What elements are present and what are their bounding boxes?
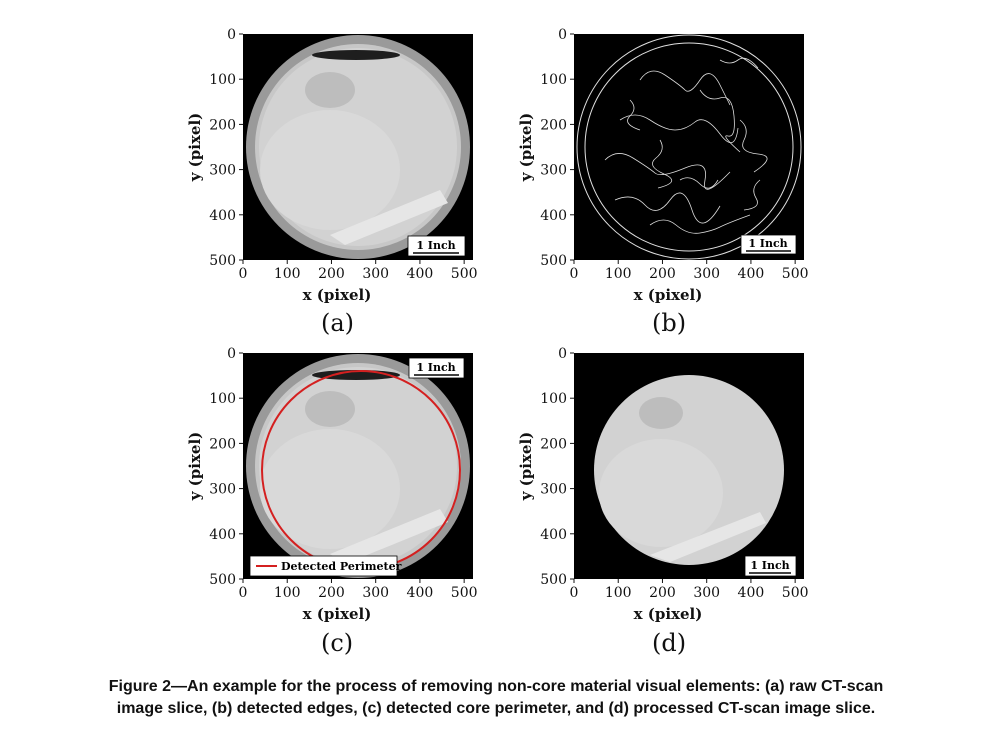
- x-tick-label: 0: [239, 585, 248, 601]
- panel-d-scale-bar: 1 Inch: [744, 555, 797, 577]
- panel-b: 0 100 200 300 400 500 0 100 200 300 400 500 x (pixel…: [0, 0, 992, 340]
- y-tick-label: 500: [540, 572, 567, 588]
- panel-label: (d): [652, 629, 687, 657]
- x-axis-label: x (pixel): [634, 605, 703, 623]
- x-axis-label: x (pixel): [303, 605, 372, 623]
- y-axis-label: y (pixel): [186, 432, 204, 502]
- x-axis-label: x (pixel): [634, 286, 703, 304]
- y-tick-label: 400: [209, 527, 236, 543]
- y-axis-label: y (pixel): [186, 113, 204, 183]
- x-tick-label: 100: [605, 266, 632, 282]
- y-tick-label: 300: [540, 163, 567, 179]
- panel-a-scale-bar: 1 Inch: [407, 235, 466, 257]
- panel-b-scale-bar: 1 Inch: [740, 234, 797, 255]
- panel-a: 0 100 200 300 400 500 0 100 200 300 400 500 x (pixel…: [0, 0, 500, 340]
- y-tick-label: 100: [209, 72, 236, 88]
- x-tick-label: 300: [693, 266, 720, 282]
- x-axis-label: x (pixel): [303, 286, 372, 304]
- y-tick-label: 500: [540, 253, 567, 269]
- y-tick-label: 300: [209, 163, 236, 179]
- y-tick-label: 0: [227, 346, 236, 362]
- x-tick-label: 100: [274, 585, 301, 601]
- x-tick-label: 400: [407, 266, 434, 282]
- x-tick-label: 100: [605, 585, 632, 601]
- figure-caption: Figure 2—An example for the process of r…: [0, 676, 992, 720]
- panel-label: (a): [321, 309, 355, 337]
- x-tick-label: 200: [318, 585, 345, 601]
- panel-b-image: [574, 34, 804, 260]
- panel-c-legend: Detected Perimeter: [249, 555, 402, 577]
- x-tick-label: 400: [738, 266, 765, 282]
- x-tick-label: 300: [362, 266, 389, 282]
- x-tick-label: 100: [274, 266, 301, 282]
- y-tick-label: 200: [209, 117, 236, 133]
- x-tick-label: 0: [570, 266, 579, 282]
- y-tick-label: 500: [209, 572, 236, 588]
- x-tick-label: 400: [407, 585, 434, 601]
- x-tick-label: 500: [451, 585, 478, 601]
- scale-bar-label: 1 Inch: [416, 239, 455, 252]
- y-tick-label: 100: [540, 391, 567, 407]
- x-tick-label: 0: [570, 585, 579, 601]
- scale-bar-label: 1 Inch: [750, 559, 789, 572]
- panel-c-scale-bar: 1 Inch: [408, 357, 465, 379]
- x-tick-label: 200: [649, 266, 676, 282]
- y-tick-label: 400: [540, 208, 567, 224]
- y-tick-label: 200: [540, 436, 567, 452]
- y-tick-label: 0: [558, 346, 567, 362]
- y-tick-label: 100: [540, 72, 567, 88]
- caption-line-2: image slice, (b) detected edges, (c) det…: [116, 700, 876, 717]
- scale-bar-label: 1 Inch: [416, 361, 455, 374]
- x-tick-label: 0: [239, 266, 248, 282]
- x-tick-label: 500: [782, 266, 809, 282]
- y-tick-label: 400: [540, 527, 567, 543]
- panel-label: (b): [652, 309, 687, 337]
- panel-label: (c): [321, 629, 354, 657]
- scale-bar-label: 1 Inch: [748, 237, 787, 250]
- x-tick-label: 200: [318, 266, 345, 282]
- panel-c: 0 100 200 300 400 500 0 100 200 300 400 500 x (pixel…: [0, 0, 500, 670]
- y-tick-label: 0: [227, 27, 236, 43]
- panel-a-image: [243, 34, 473, 260]
- x-tick-label: 200: [649, 585, 676, 601]
- y-axis-label: y (pixel): [517, 432, 535, 502]
- x-tick-label: 300: [693, 585, 720, 601]
- y-tick-label: 200: [209, 436, 236, 452]
- panel-d: 0 100 200 300 400 500 0 100 200 300 400 500 x (pixel…: [517, 346, 809, 657]
- y-tick-label: 400: [209, 208, 236, 224]
- legend-label: Detected Perimeter: [281, 560, 402, 573]
- y-tick-label: 200: [540, 117, 567, 133]
- y-tick-label: 500: [209, 253, 236, 269]
- caption-line-1: Figure 2—An example for the process of r…: [108, 678, 884, 695]
- y-tick-label: 0: [558, 27, 567, 43]
- x-tick-label: 500: [451, 266, 478, 282]
- x-tick-label: 300: [362, 585, 389, 601]
- x-tick-label: 400: [738, 585, 765, 601]
- panel-d-image: [574, 353, 804, 579]
- panel-c-image: [243, 353, 473, 579]
- x-tick-label: 500: [782, 585, 809, 601]
- y-axis-label: y (pixel): [517, 113, 535, 183]
- y-tick-label: 300: [540, 482, 567, 498]
- y-tick-label: 100: [209, 391, 236, 407]
- y-tick-label: 300: [209, 482, 236, 498]
